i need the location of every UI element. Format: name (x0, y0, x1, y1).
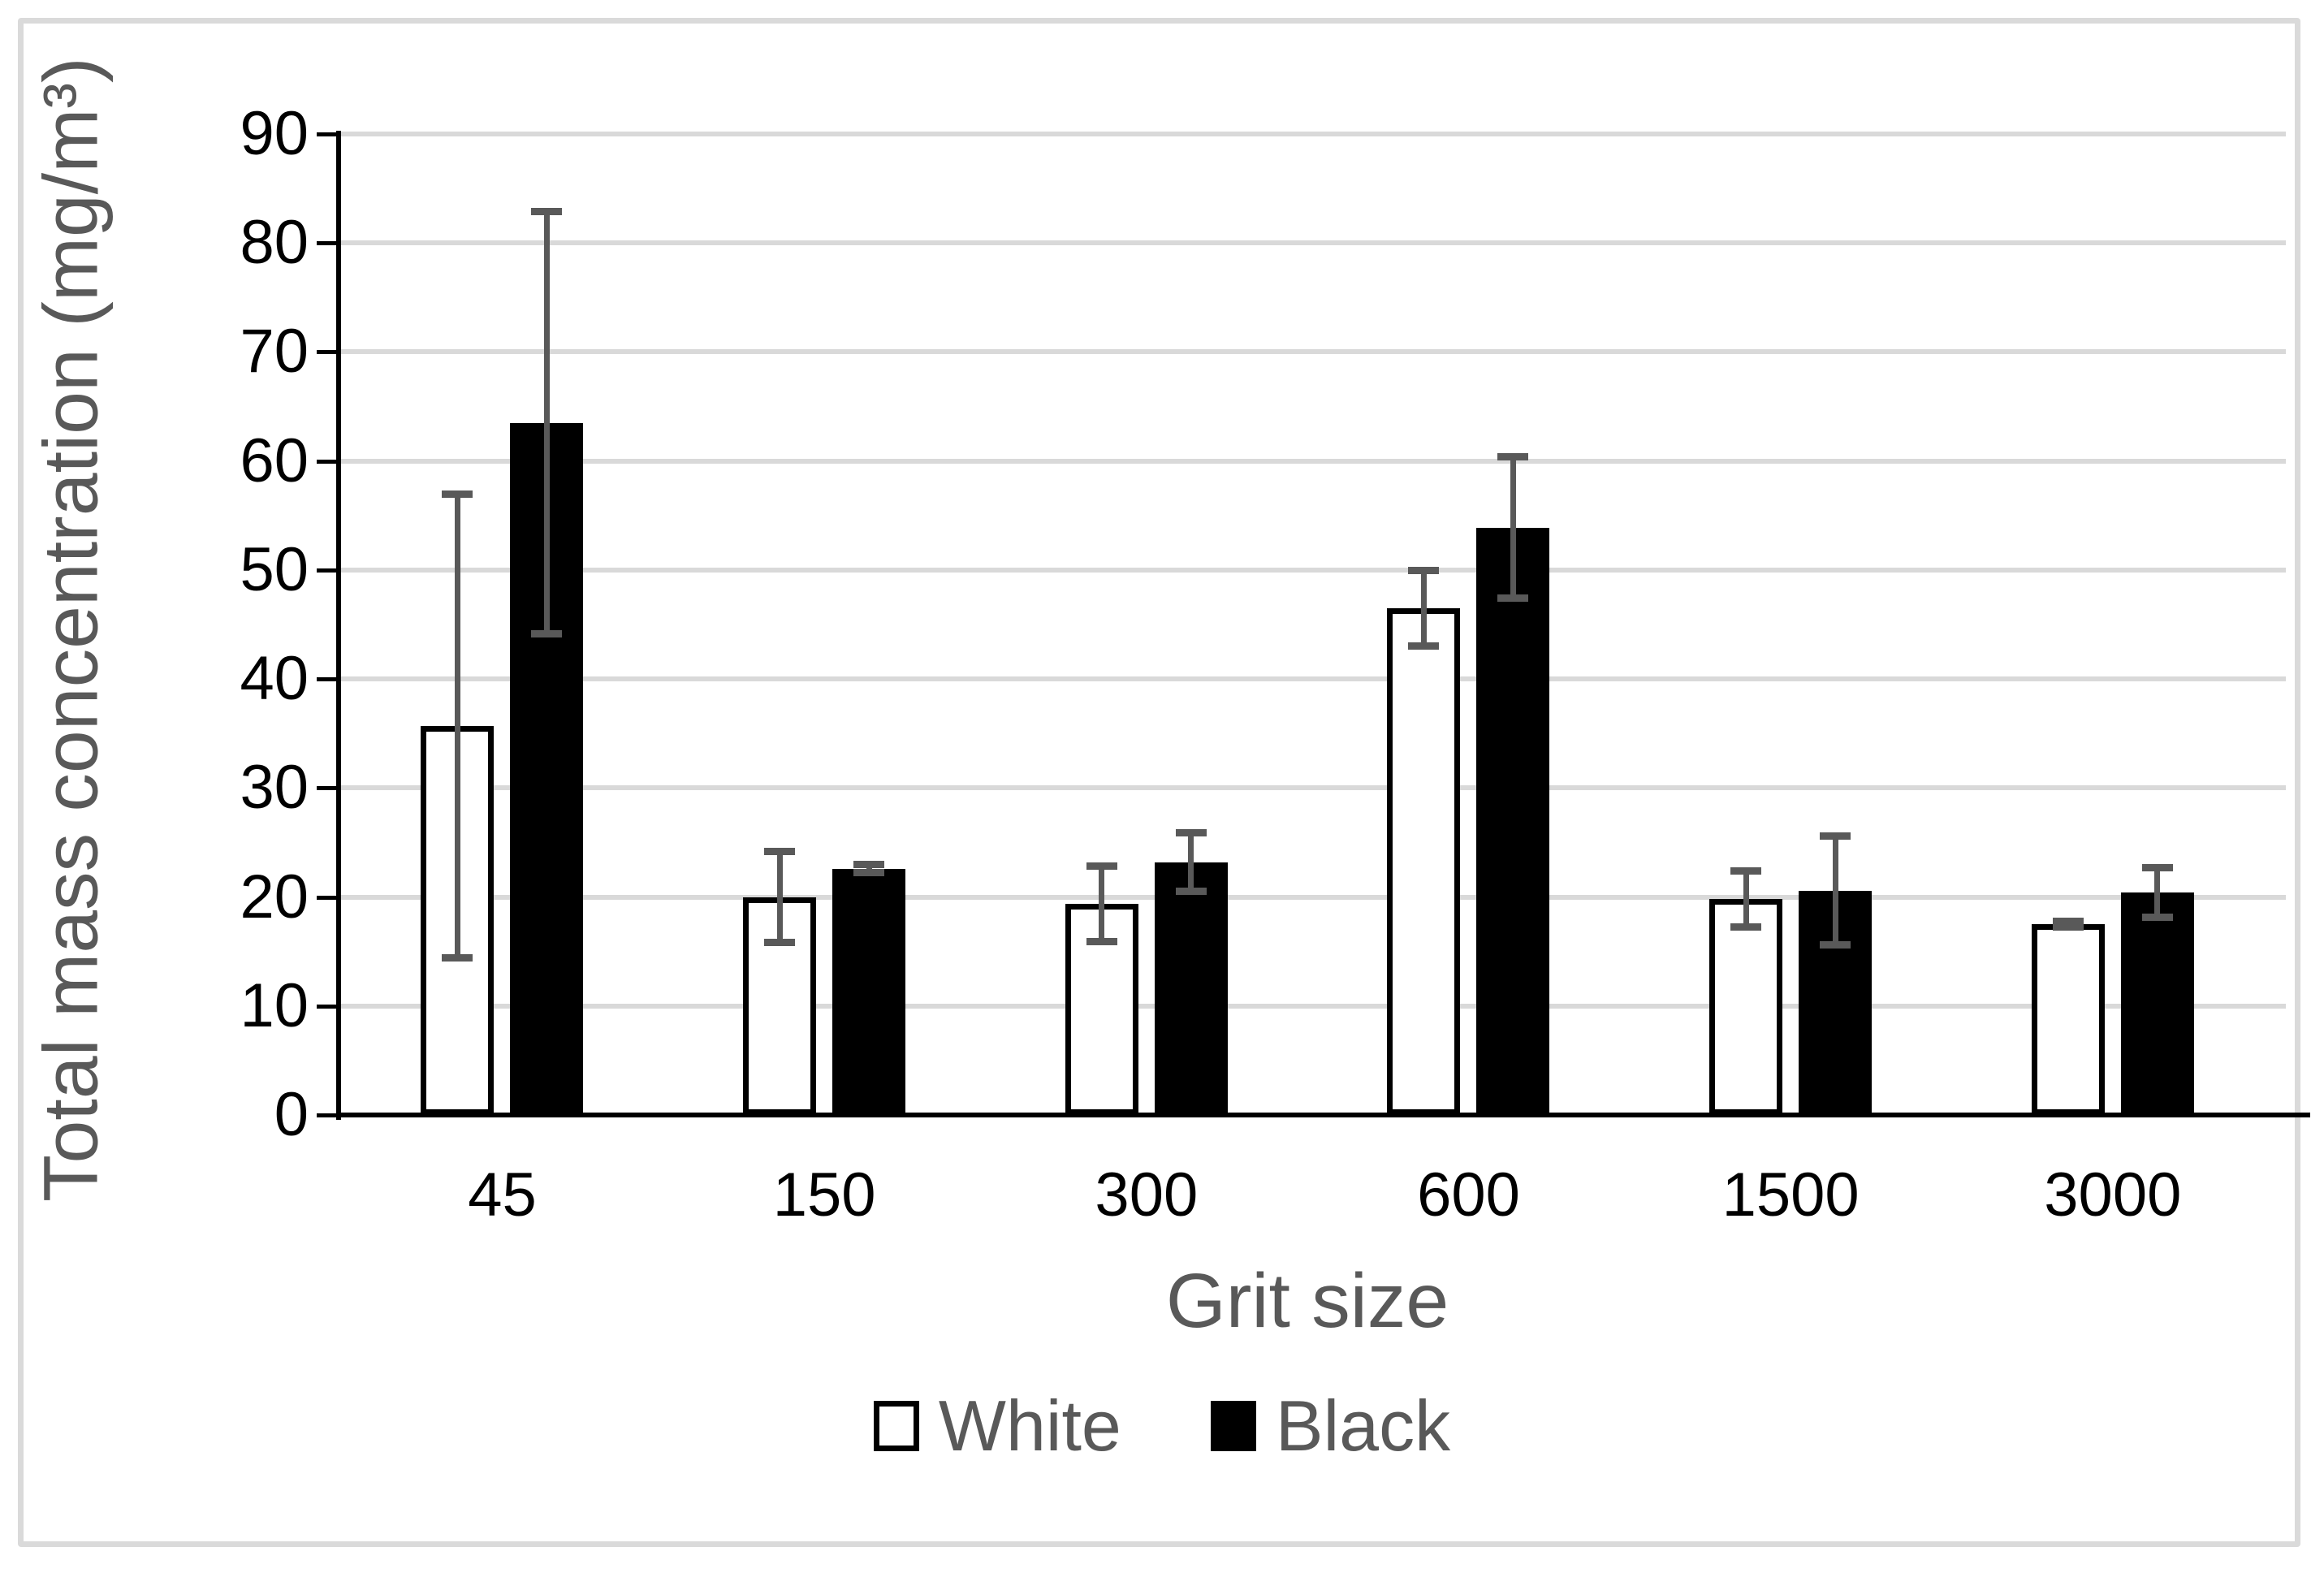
x-category-label-300: 300 (1095, 1160, 1199, 1229)
x-axis-title: Grit size (1165, 1258, 1449, 1344)
white-series-swatch-icon (873, 1401, 919, 1451)
bar-black-150 (832, 868, 905, 1115)
error-bar-line-black-3000 (2154, 867, 2161, 918)
gridline-70 (341, 349, 2286, 355)
error-bar-cap-bottom-black-150 (853, 869, 884, 877)
error-bar-line-black-1500 (1832, 836, 1838, 945)
legend-item-black: Black (1210, 1385, 1451, 1466)
error-bar-cap-top-white-1500 (1730, 867, 1761, 875)
y-axis-tick-60 (317, 459, 336, 464)
error-bar-cap-top-white-600 (1408, 566, 1440, 574)
y-axis-tick-30 (317, 786, 336, 791)
gridline-20 (341, 894, 2286, 900)
error-bar-cap-bottom-black-300 (1175, 887, 1207, 895)
bar-black-300 (1154, 862, 1228, 1115)
y-tick-label-40: 40 (240, 644, 309, 714)
bar-black-3000 (2120, 892, 2194, 1115)
error-bar-cap-bottom-white-1500 (1730, 923, 1761, 931)
gridline-60 (341, 458, 2286, 464)
legend: White Black (0, 1390, 2324, 1462)
error-bar-cap-bottom-white-150 (764, 938, 795, 946)
x-category-label-3000: 3000 (2044, 1160, 2182, 1229)
error-bar-cap-bottom-white-300 (1086, 937, 1117, 945)
error-bar-cap-bottom-black-45 (531, 630, 563, 638)
error-bar-cap-bottom-black-600 (1497, 594, 1529, 602)
error-bar-line-white-600 (1420, 569, 1427, 646)
y-tick-label-20: 20 (240, 862, 309, 931)
error-bar-cap-bottom-white-3000 (2052, 923, 2084, 931)
gridline-30 (341, 785, 2286, 791)
legend-label-black: Black (1275, 1385, 1451, 1466)
y-tick-label-50: 50 (240, 534, 309, 604)
chart-border (18, 18, 2300, 1547)
gridline-10 (341, 1003, 2286, 1009)
error-bar-line-black-45 (543, 211, 550, 635)
error-bar-cap-bottom-black-1500 (1820, 940, 1851, 949)
error-bar-cap-top-black-600 (1497, 453, 1529, 461)
bar-white-1500 (1709, 899, 1782, 1115)
error-bar-cap-top-black-300 (1175, 829, 1207, 837)
y-tick-label-0: 0 (274, 1080, 309, 1149)
gridline-40 (341, 676, 2286, 682)
error-bar-cap-bottom-black-3000 (2141, 914, 2173, 922)
error-bar-line-white-300 (1099, 865, 1105, 942)
error-bar-line-black-150 (866, 864, 872, 874)
error-bar-cap-top-white-45 (442, 490, 473, 498)
y-tick-label-10: 10 (240, 970, 309, 1040)
error-bar-line-white-1500 (1743, 871, 1749, 928)
y-axis-tick-50 (317, 568, 336, 573)
y-axis-tick-80 (317, 241, 336, 246)
x-axis-line (336, 1113, 2310, 1117)
error-bar-cap-top-black-3000 (2141, 864, 2173, 872)
gridline-90 (341, 132, 2286, 136)
y-tick-label-60: 60 (240, 426, 309, 495)
y-axis-tick-0 (317, 1113, 336, 1117)
black-series-swatch-icon (1210, 1401, 1256, 1451)
error-bar-cap-bottom-white-600 (1408, 642, 1440, 650)
error-bar-line-black-300 (1188, 832, 1194, 892)
bar-white-600 (1387, 607, 1461, 1115)
bar-black-600 (1476, 527, 1550, 1115)
legend-label-white: White (938, 1385, 1121, 1466)
gridline-80 (341, 240, 2286, 246)
y-axis-title: Total mass concentration (mg/m³) (28, 57, 114, 1202)
y-axis-tick-70 (317, 350, 336, 355)
x-category-label-1500: 1500 (1721, 1160, 1860, 1229)
x-category-label-600: 600 (1417, 1160, 1520, 1229)
error-bar-cap-bottom-white-45 (442, 953, 473, 962)
error-bar-line-black-600 (1510, 456, 1516, 599)
error-bar-line-white-150 (776, 851, 783, 943)
y-axis-line (336, 131, 341, 1120)
y-axis-tick-40 (317, 677, 336, 682)
bar-white-3000 (2031, 924, 2105, 1115)
y-axis-tick-90 (317, 132, 336, 136)
error-bar-cap-top-white-300 (1086, 862, 1117, 870)
error-bar-line-white-45 (454, 493, 460, 958)
error-bar-cap-top-black-1500 (1820, 832, 1851, 841)
y-tick-label-90: 90 (240, 99, 309, 168)
y-tick-label-70: 70 (240, 317, 309, 387)
legend-item-white: White (873, 1385, 1121, 1466)
y-tick-label-80: 80 (240, 208, 309, 278)
error-bar-cap-top-black-45 (531, 208, 563, 216)
x-category-label-150: 150 (772, 1160, 876, 1229)
error-bar-cap-top-white-150 (764, 848, 795, 856)
gridline-50 (341, 567, 2286, 573)
error-bar-cap-top-white-3000 (2052, 918, 2084, 926)
y-axis-tick-10 (317, 1004, 336, 1009)
x-category-label-45: 45 (468, 1160, 537, 1229)
error-bar-cap-top-black-150 (853, 861, 884, 869)
y-tick-label-30: 30 (240, 753, 309, 823)
y-axis-tick-20 (317, 895, 336, 900)
